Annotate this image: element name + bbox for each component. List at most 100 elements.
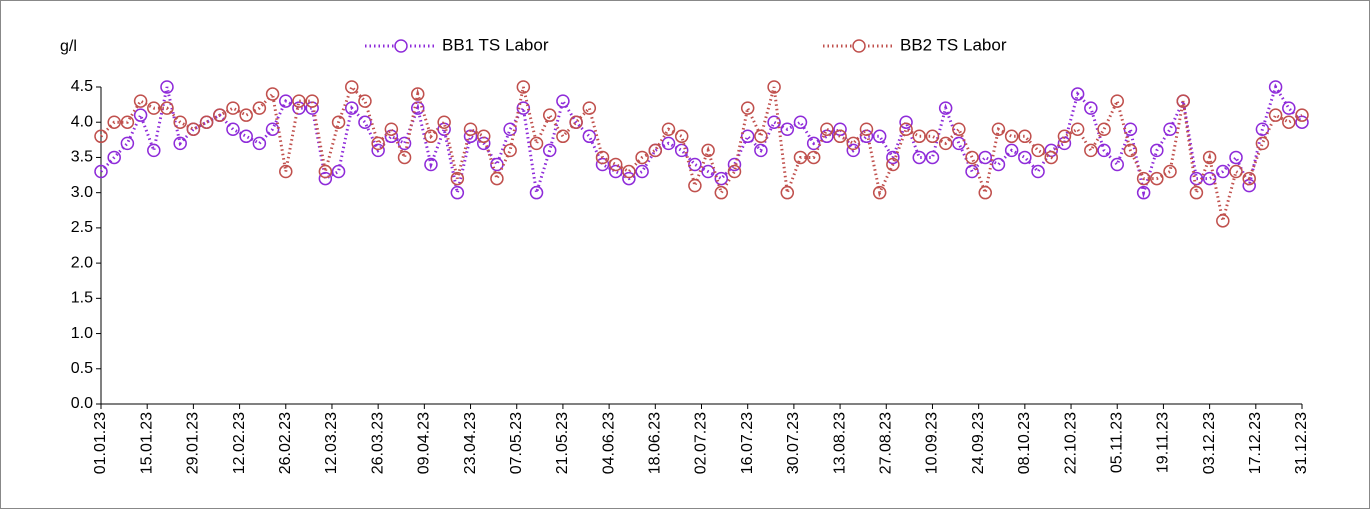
data-point <box>595 157 610 172</box>
data-point <box>1084 143 1098 158</box>
data-point <box>1176 94 1190 108</box>
data-point <box>608 164 623 179</box>
data-point <box>331 164 346 179</box>
data-point <box>622 171 636 186</box>
data-point <box>1150 171 1164 186</box>
legend-marker <box>394 39 408 53</box>
data-point <box>371 143 385 158</box>
data-point <box>107 150 121 165</box>
data-point <box>608 157 623 172</box>
data-point <box>1136 185 1151 200</box>
data-point <box>1136 171 1151 186</box>
legend-label: BB2 TS Labor <box>900 35 1007 54</box>
x-tick-label: 01.01.23 <box>92 412 109 474</box>
x-tick-label: 30.07.23 <box>785 412 802 474</box>
data-point <box>952 136 966 151</box>
data-point <box>965 164 979 179</box>
y-tick-label: 1.5 <box>71 290 93 307</box>
data-point <box>318 171 333 186</box>
data-point <box>279 94 293 108</box>
x-tick-label: 26.03.23 <box>369 412 386 474</box>
data-point <box>727 164 742 179</box>
data-point <box>542 143 557 158</box>
data-point <box>1202 150 1217 165</box>
data-point <box>265 87 280 101</box>
data-point <box>872 129 887 144</box>
y-tick-label: 2.5 <box>71 219 93 236</box>
data-point <box>1216 214 1230 228</box>
data-point <box>147 101 161 115</box>
data-point <box>437 115 451 129</box>
data-point <box>635 164 649 179</box>
data-point <box>94 164 108 179</box>
x-tick-label: 10.09.23 <box>924 412 941 474</box>
data-point <box>701 143 715 158</box>
data-point <box>424 157 438 172</box>
x-tick-label: 03.12.23 <box>1201 412 1218 474</box>
data-point <box>740 101 755 115</box>
data-point <box>410 101 425 115</box>
data-point <box>1031 164 1045 179</box>
data-point <box>582 101 597 115</box>
data-point <box>239 129 253 144</box>
data-point <box>463 129 478 144</box>
data-point <box>397 136 412 151</box>
data-point <box>120 115 135 129</box>
data-point <box>1123 143 1138 158</box>
data-point <box>160 101 174 115</box>
x-tick-label: 05.11.23 <box>1108 412 1125 473</box>
data-point <box>938 136 953 151</box>
data-point <box>1268 80 1283 94</box>
x-tick-label: 26.02.23 <box>277 412 294 474</box>
x-tick-label: 13.08.23 <box>831 412 848 474</box>
data-point <box>358 94 372 108</box>
data-point <box>688 178 702 193</box>
data-point <box>1163 122 1177 137</box>
data-point <box>331 115 346 129</box>
data-point <box>160 80 174 94</box>
data-point <box>463 122 478 137</box>
x-tick-label: 29.01.23 <box>185 412 202 474</box>
data-point <box>635 150 649 165</box>
data-point <box>147 143 161 158</box>
series-line <box>99 84 1303 222</box>
data-point <box>846 136 861 151</box>
data-point <box>384 122 399 137</box>
data-point <box>1229 150 1243 165</box>
data-point <box>925 129 940 144</box>
data-point <box>740 129 755 144</box>
data-point <box>727 157 742 172</box>
data-point <box>595 150 610 165</box>
data-point <box>503 122 517 137</box>
data-point <box>886 150 900 165</box>
data-point <box>1018 129 1032 144</box>
data-point <box>859 122 874 137</box>
data-point <box>991 122 1006 137</box>
x-tick-label: 17.12.23 <box>1247 412 1264 474</box>
data-point <box>1242 171 1256 186</box>
data-point <box>1097 143 1111 158</box>
data-point <box>1004 143 1019 158</box>
data-point <box>569 115 583 129</box>
y-tick-label: 2.0 <box>71 254 93 271</box>
data-point <box>120 136 135 151</box>
data-point <box>872 185 887 200</box>
y-tick-label: 0.5 <box>71 360 93 377</box>
data-point <box>450 171 465 186</box>
data-point <box>371 136 385 151</box>
data-point <box>1216 164 1230 179</box>
data-point <box>410 87 425 101</box>
data-point <box>886 157 900 172</box>
data-point <box>292 101 306 115</box>
data-point <box>1282 101 1296 115</box>
data-point <box>542 108 557 122</box>
data-point <box>767 80 781 94</box>
data-point <box>265 122 280 137</box>
data-point <box>674 143 689 158</box>
data-point <box>1150 143 1164 158</box>
data-point <box>173 136 187 151</box>
x-tick-label: 08.10.23 <box>1016 412 1033 474</box>
data-point <box>754 143 768 158</box>
data-point <box>978 185 993 200</box>
